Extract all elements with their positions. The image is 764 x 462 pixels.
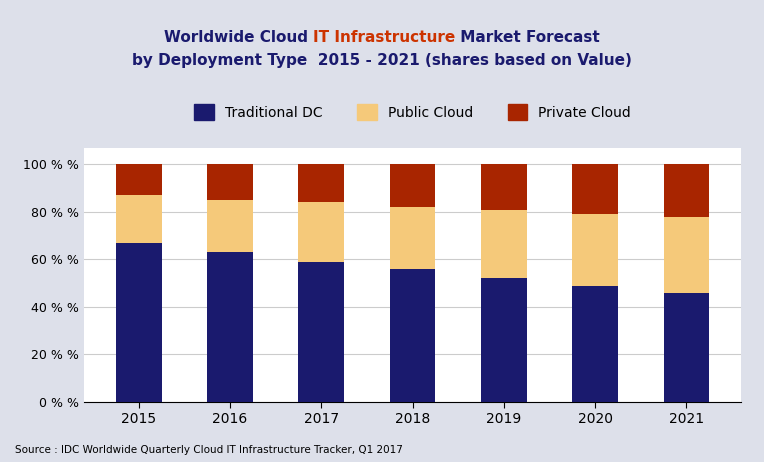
Legend: Traditional DC, Public Cloud, Private Cloud: Traditional DC, Public Cloud, Private Cl…	[189, 99, 636, 125]
Bar	[299, 164, 344, 202]
Bar	[572, 164, 618, 214]
Bar	[390, 207, 435, 269]
Bar	[663, 293, 709, 402]
Text: Source : IDC Worldwide Quarterly Cloud IT Infrastructure Tracker, Q1 2017: Source : IDC Worldwide Quarterly Cloud I…	[15, 445, 403, 455]
Bar	[481, 164, 526, 210]
Bar	[116, 164, 162, 195]
Text: Worldwide Cloud: Worldwide Cloud	[163, 30, 313, 45]
Bar	[481, 210, 526, 279]
Bar	[390, 269, 435, 402]
Bar	[207, 200, 253, 252]
Bar	[481, 279, 526, 402]
Bar	[572, 286, 618, 402]
Bar	[572, 214, 618, 286]
Bar	[390, 164, 435, 207]
Bar	[116, 243, 162, 402]
Text: IT Infrastructure: IT Infrastructure	[313, 30, 455, 45]
Bar	[299, 202, 344, 262]
Bar	[116, 195, 162, 243]
Bar	[663, 217, 709, 293]
Text: by Deployment Type  2015 - 2021 (shares based on Value): by Deployment Type 2015 - 2021 (shares b…	[132, 53, 632, 68]
Text: Market Forecast: Market Forecast	[455, 30, 601, 45]
Bar	[663, 164, 709, 217]
Bar	[299, 262, 344, 402]
Bar	[207, 164, 253, 200]
Bar	[207, 252, 253, 402]
